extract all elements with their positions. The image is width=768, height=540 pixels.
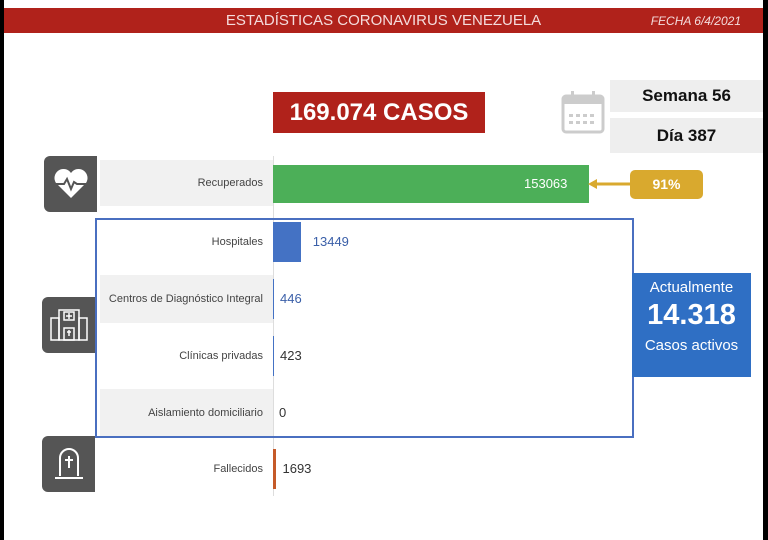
data-label: 0 <box>279 405 287 420</box>
bar <box>273 222 301 262</box>
active-cases-box: Actualmente 14.318 Casos activos <box>632 273 751 377</box>
category-label: Centros de Diagnóstico Integral <box>100 275 273 323</box>
total-cases: 169.074 CASOS <box>273 92 485 133</box>
data-label: 13449 <box>312 234 349 249</box>
infographic: ESTADÍSTICAS CORONAVIRUS VENEZUELA FECHA… <box>4 0 763 540</box>
data-label: 153063 <box>524 176 568 191</box>
calendar-icon <box>561 91 605 134</box>
bar <box>273 449 277 489</box>
category-label: Hospitales <box>211 236 263 248</box>
active-top-label: Actualmente <box>649 279 734 296</box>
active-bottom-label: Casos activos <box>644 337 739 354</box>
arrow-left-icon <box>588 179 630 189</box>
bar <box>273 165 589 203</box>
hospital-icon <box>42 297 95 353</box>
data-label: 1693 <box>282 461 312 476</box>
day-label: Día 387 <box>610 118 763 153</box>
active-cases-frame <box>95 218 634 438</box>
recovered-percent-badge: 91% <box>630 170 703 199</box>
category-label: Recuperados <box>100 160 273 206</box>
header-date: FECHA 6/4/2021 <box>650 14 741 28</box>
header-title: ESTADÍSTICAS CORONAVIRUS VENEZUELA <box>225 12 542 29</box>
header-bar: ESTADÍSTICAS CORONAVIRUS VENEZUELA FECHA… <box>4 8 763 33</box>
category-label: Aislamiento domiciliario <box>100 389 273 437</box>
tombstone-icon <box>42 436 95 492</box>
bar <box>273 336 274 376</box>
category-label: Fallecidos <box>213 463 263 475</box>
heart-pulse-icon <box>44 156 97 212</box>
data-label: 423 <box>280 348 302 363</box>
data-label: 446 <box>280 291 302 306</box>
active-value: 14.318 <box>647 299 736 331</box>
week-label: Semana 56 <box>610 80 763 112</box>
axis-line <box>273 156 274 496</box>
category-label: Clínicas privadas <box>179 350 263 362</box>
bar <box>273 279 274 319</box>
